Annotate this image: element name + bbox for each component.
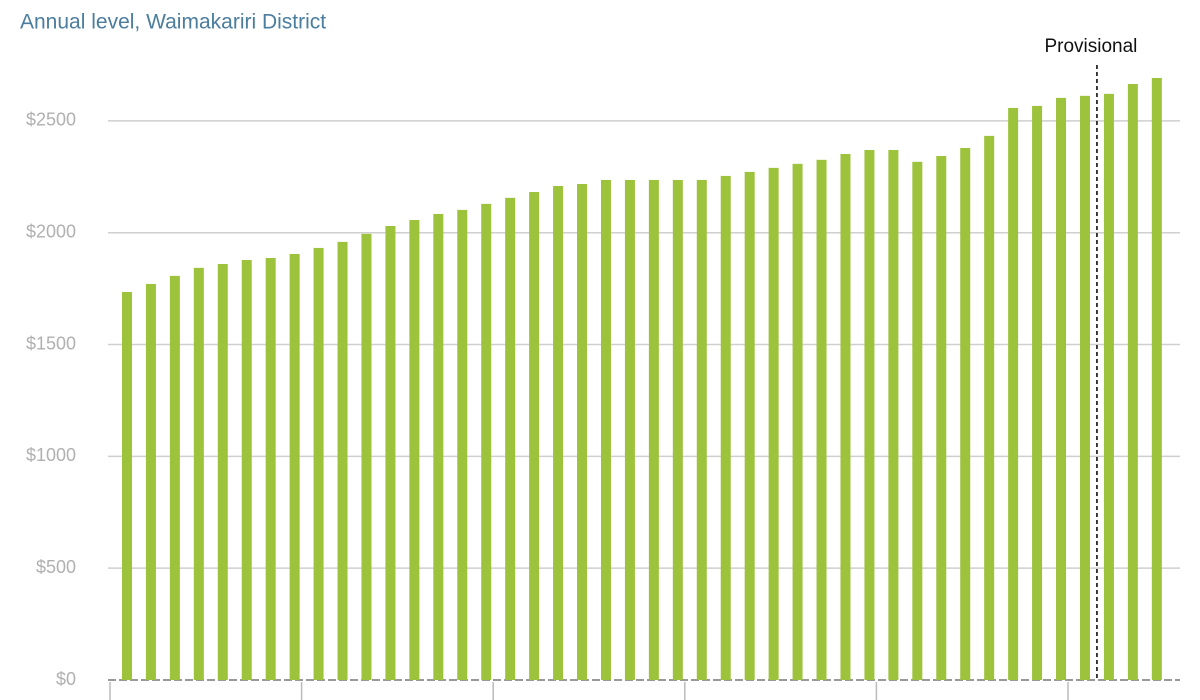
chart-subtitle: Annual level, Waimakariri District [20, 11, 326, 34]
y-tick-label: $2000 [26, 221, 76, 241]
bar [912, 161, 923, 681]
bar [289, 253, 300, 681]
bar [888, 149, 899, 680]
y-tick-label: $1000 [26, 445, 76, 465]
bar [696, 179, 707, 680]
bar [840, 154, 851, 681]
bar [936, 156, 947, 680]
bar [313, 247, 324, 680]
bar [1127, 84, 1138, 680]
bar [553, 185, 564, 680]
bar [672, 179, 683, 680]
y-tick-label: $2500 [26, 110, 76, 130]
bar [624, 179, 635, 680]
bar [1056, 97, 1067, 681]
bar [361, 233, 372, 680]
bar [744, 171, 755, 680]
bar [1079, 95, 1090, 680]
y-tick-label: $1500 [26, 333, 76, 353]
bar [217, 264, 228, 680]
bar [720, 175, 731, 680]
bar [265, 257, 276, 680]
bar [529, 192, 540, 680]
bar [1008, 107, 1019, 681]
bar [1151, 77, 1162, 681]
bar [816, 159, 827, 680]
bar [433, 213, 444, 680]
annotation: Provisional [1044, 36, 1137, 57]
bar [481, 203, 492, 681]
bar [169, 275, 180, 680]
bar [457, 209, 468, 680]
bar [1103, 93, 1114, 680]
bar [505, 197, 516, 680]
bar [1032, 105, 1043, 680]
bar [409, 219, 420, 681]
y-tick-label: $0 [56, 669, 76, 689]
bar [600, 179, 611, 680]
bar [792, 163, 803, 680]
bar [337, 241, 348, 680]
bar [385, 226, 396, 680]
bar [193, 267, 204, 680]
bar [768, 167, 779, 680]
bar [121, 291, 132, 680]
bar [960, 147, 971, 680]
bar [577, 183, 588, 680]
bar [984, 135, 995, 681]
bar [864, 149, 875, 680]
y-tick-label: $500 [36, 557, 76, 577]
bar [241, 260, 252, 680]
bar [648, 179, 659, 680]
bar [145, 283, 156, 680]
